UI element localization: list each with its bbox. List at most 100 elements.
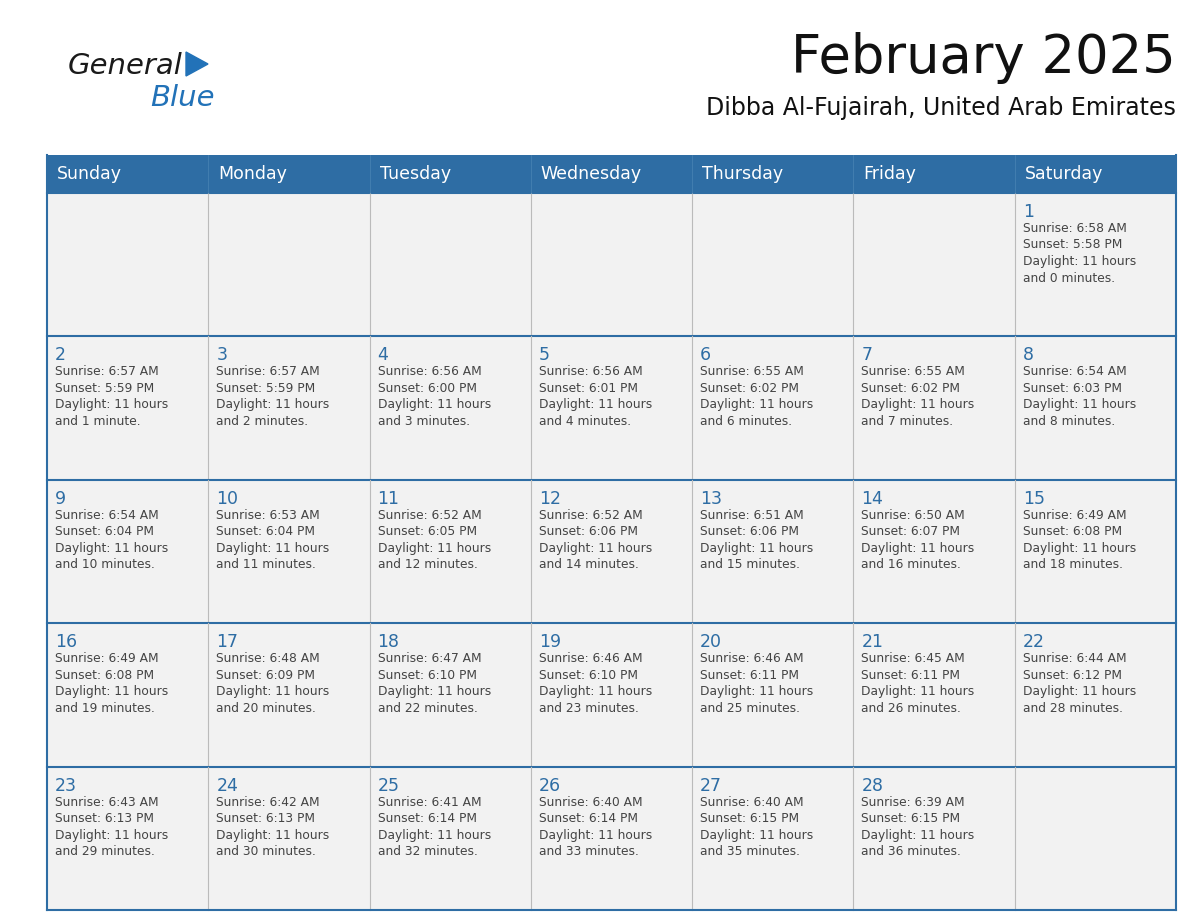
- Text: and 22 minutes.: and 22 minutes.: [378, 701, 478, 715]
- Text: General: General: [68, 52, 183, 80]
- Text: and 26 minutes.: and 26 minutes.: [861, 701, 961, 715]
- Text: 24: 24: [216, 777, 238, 795]
- Text: Sunset: 6:08 PM: Sunset: 6:08 PM: [55, 668, 154, 682]
- Text: Daylight: 11 hours: Daylight: 11 hours: [539, 542, 652, 554]
- Text: 11: 11: [378, 490, 399, 508]
- Text: Sunrise: 6:45 AM: Sunrise: 6:45 AM: [861, 652, 965, 666]
- Bar: [48, 480, 1176, 623]
- Text: Daylight: 11 hours: Daylight: 11 hours: [378, 685, 491, 699]
- Text: Daylight: 11 hours: Daylight: 11 hours: [216, 398, 329, 411]
- Text: Sunset: 6:15 PM: Sunset: 6:15 PM: [861, 812, 961, 825]
- Text: Sunset: 6:03 PM: Sunset: 6:03 PM: [1023, 382, 1121, 395]
- Text: Sunrise: 6:53 AM: Sunrise: 6:53 AM: [216, 509, 320, 521]
- Text: 3: 3: [216, 346, 227, 364]
- Text: Sunset: 6:14 PM: Sunset: 6:14 PM: [378, 812, 476, 825]
- Text: February 2025: February 2025: [791, 32, 1176, 84]
- Text: and 33 minutes.: and 33 minutes.: [539, 845, 639, 858]
- Text: Sunset: 6:10 PM: Sunset: 6:10 PM: [378, 668, 476, 682]
- Text: and 8 minutes.: and 8 minutes.: [1023, 415, 1116, 428]
- Text: Sunrise: 6:42 AM: Sunrise: 6:42 AM: [216, 796, 320, 809]
- Text: 14: 14: [861, 490, 884, 508]
- Text: and 4 minutes.: and 4 minutes.: [539, 415, 631, 428]
- Text: Sunrise: 6:43 AM: Sunrise: 6:43 AM: [55, 796, 159, 809]
- Text: 12: 12: [539, 490, 561, 508]
- Text: Daylight: 11 hours: Daylight: 11 hours: [861, 398, 974, 411]
- Text: Sunset: 6:09 PM: Sunset: 6:09 PM: [216, 668, 315, 682]
- Text: Daylight: 11 hours: Daylight: 11 hours: [1023, 255, 1136, 268]
- Text: Monday: Monday: [219, 165, 287, 183]
- Text: Daylight: 11 hours: Daylight: 11 hours: [861, 542, 974, 554]
- Text: Sunrise: 6:51 AM: Sunrise: 6:51 AM: [700, 509, 804, 521]
- Text: 7: 7: [861, 346, 872, 364]
- Text: Daylight: 11 hours: Daylight: 11 hours: [1023, 685, 1136, 699]
- Text: and 2 minutes.: and 2 minutes.: [216, 415, 309, 428]
- Text: Daylight: 11 hours: Daylight: 11 hours: [55, 398, 169, 411]
- Text: Daylight: 11 hours: Daylight: 11 hours: [700, 542, 814, 554]
- Text: Sunset: 6:05 PM: Sunset: 6:05 PM: [378, 525, 476, 538]
- Text: 16: 16: [55, 633, 77, 651]
- Text: Daylight: 11 hours: Daylight: 11 hours: [378, 829, 491, 842]
- Text: Sunset: 6:02 PM: Sunset: 6:02 PM: [861, 382, 960, 395]
- Text: Daylight: 11 hours: Daylight: 11 hours: [55, 685, 169, 699]
- Text: Sunrise: 6:41 AM: Sunrise: 6:41 AM: [378, 796, 481, 809]
- Text: Friday: Friday: [864, 165, 916, 183]
- Text: and 16 minutes.: and 16 minutes.: [861, 558, 961, 571]
- Text: Daylight: 11 hours: Daylight: 11 hours: [700, 398, 814, 411]
- Text: and 14 minutes.: and 14 minutes.: [539, 558, 639, 571]
- Text: Sunrise: 6:54 AM: Sunrise: 6:54 AM: [55, 509, 159, 521]
- Text: Sunset: 6:06 PM: Sunset: 6:06 PM: [539, 525, 638, 538]
- Text: Sunrise: 6:54 AM: Sunrise: 6:54 AM: [1023, 365, 1126, 378]
- Text: 22: 22: [1023, 633, 1044, 651]
- Text: Sunset: 6:07 PM: Sunset: 6:07 PM: [861, 525, 960, 538]
- Text: and 11 minutes.: and 11 minutes.: [216, 558, 316, 571]
- Text: 28: 28: [861, 777, 884, 795]
- Text: and 18 minutes.: and 18 minutes.: [1023, 558, 1123, 571]
- Text: Sunset: 6:04 PM: Sunset: 6:04 PM: [55, 525, 154, 538]
- Text: 19: 19: [539, 633, 561, 651]
- Text: Sunset: 6:13 PM: Sunset: 6:13 PM: [216, 812, 315, 825]
- Text: Daylight: 11 hours: Daylight: 11 hours: [55, 542, 169, 554]
- Text: 9: 9: [55, 490, 67, 508]
- Text: and 23 minutes.: and 23 minutes.: [539, 701, 639, 715]
- Text: Sunset: 6:10 PM: Sunset: 6:10 PM: [539, 668, 638, 682]
- Text: Sunset: 5:59 PM: Sunset: 5:59 PM: [55, 382, 154, 395]
- Text: Sunrise: 6:52 AM: Sunrise: 6:52 AM: [539, 509, 643, 521]
- Text: 20: 20: [700, 633, 722, 651]
- Text: 21: 21: [861, 633, 884, 651]
- Text: Tuesday: Tuesday: [380, 165, 450, 183]
- Text: Sunrise: 6:56 AM: Sunrise: 6:56 AM: [539, 365, 643, 378]
- Text: 6: 6: [700, 346, 712, 364]
- Text: and 20 minutes.: and 20 minutes.: [216, 701, 316, 715]
- Bar: [48, 336, 1176, 480]
- Text: Sunset: 6:00 PM: Sunset: 6:00 PM: [378, 382, 476, 395]
- Text: and 12 minutes.: and 12 minutes.: [378, 558, 478, 571]
- Text: 1: 1: [1023, 203, 1034, 221]
- Text: 25: 25: [378, 777, 399, 795]
- Text: Sunset: 6:01 PM: Sunset: 6:01 PM: [539, 382, 638, 395]
- Text: and 1 minute.: and 1 minute.: [55, 415, 140, 428]
- Text: 27: 27: [700, 777, 722, 795]
- Text: 23: 23: [55, 777, 77, 795]
- Text: 8: 8: [1023, 346, 1034, 364]
- Text: and 25 minutes.: and 25 minutes.: [700, 701, 801, 715]
- Bar: [48, 623, 1176, 767]
- Text: Sunrise: 6:52 AM: Sunrise: 6:52 AM: [378, 509, 481, 521]
- Text: Sunset: 6:12 PM: Sunset: 6:12 PM: [1023, 668, 1121, 682]
- Text: and 28 minutes.: and 28 minutes.: [1023, 701, 1123, 715]
- Text: Sunset: 6:08 PM: Sunset: 6:08 PM: [1023, 525, 1121, 538]
- Text: and 7 minutes.: and 7 minutes.: [861, 415, 954, 428]
- Text: Sunrise: 6:55 AM: Sunrise: 6:55 AM: [861, 365, 966, 378]
- Text: and 0 minutes.: and 0 minutes.: [1023, 272, 1114, 285]
- Text: Daylight: 11 hours: Daylight: 11 hours: [216, 542, 329, 554]
- Text: Daylight: 11 hours: Daylight: 11 hours: [700, 685, 814, 699]
- Text: Daylight: 11 hours: Daylight: 11 hours: [55, 829, 169, 842]
- Text: Sunrise: 6:48 AM: Sunrise: 6:48 AM: [216, 652, 320, 666]
- Text: and 36 minutes.: and 36 minutes.: [861, 845, 961, 858]
- Text: Daylight: 11 hours: Daylight: 11 hours: [861, 829, 974, 842]
- Text: 15: 15: [1023, 490, 1044, 508]
- Text: and 3 minutes.: and 3 minutes.: [378, 415, 469, 428]
- Text: 10: 10: [216, 490, 239, 508]
- Text: 17: 17: [216, 633, 239, 651]
- Text: Sunrise: 6:47 AM: Sunrise: 6:47 AM: [378, 652, 481, 666]
- Text: and 19 minutes.: and 19 minutes.: [55, 701, 154, 715]
